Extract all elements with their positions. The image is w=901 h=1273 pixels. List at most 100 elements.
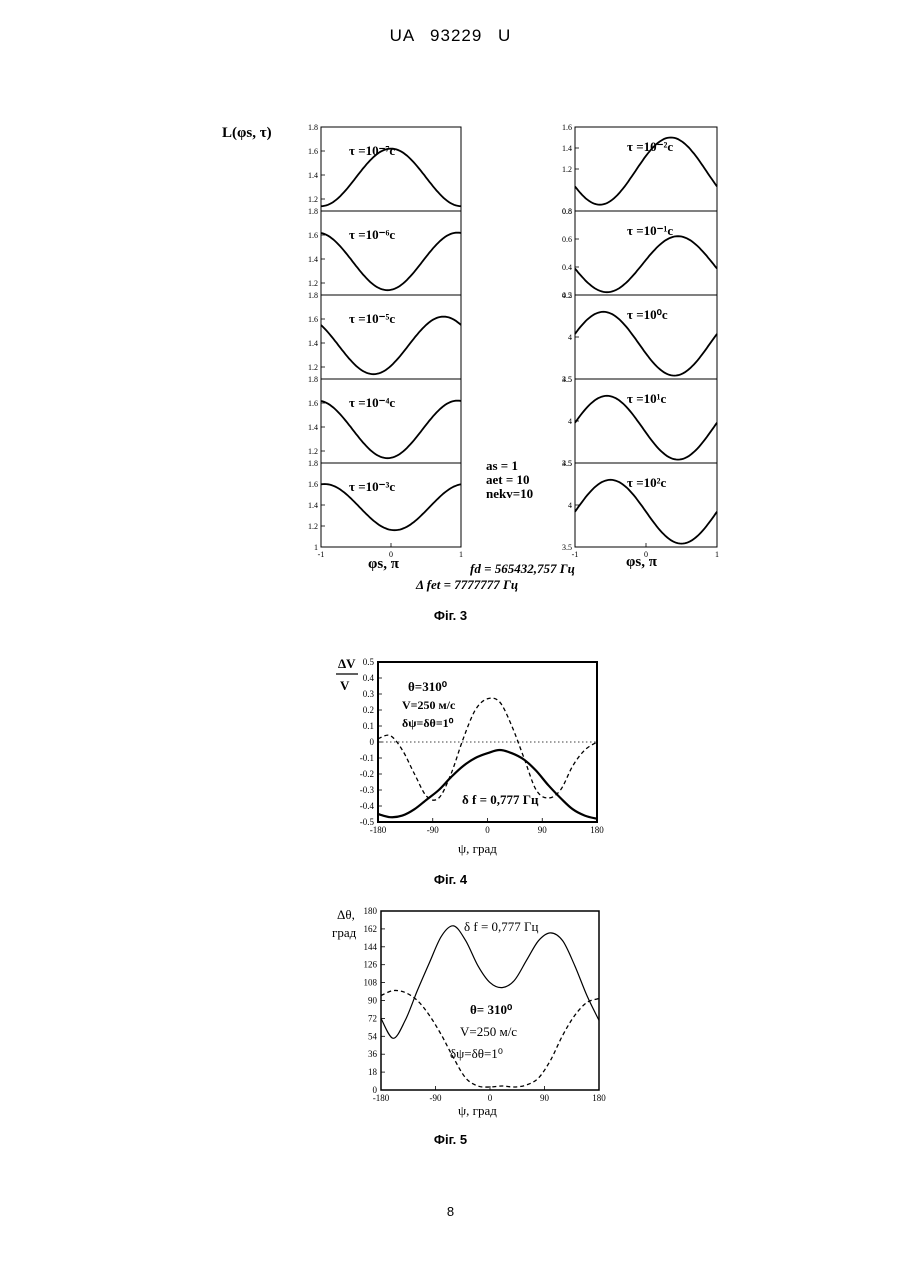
fig4-x-tick-label: 90 — [538, 825, 548, 835]
left-panel-tick-label: 1.8 — [308, 459, 318, 468]
fig4-y-ticks: 0.50.40.30.20.10-0.1-0.2-0.3-0.4-0.5 — [360, 657, 382, 827]
fig4-x-tick-label: 180 — [590, 825, 604, 835]
left-panel-frame — [321, 463, 461, 547]
fig5-y-tick-label: 126 — [364, 960, 378, 970]
fig5-y-tick-label: 54 — [368, 1031, 378, 1041]
fig5-y-tick-label: 162 — [364, 924, 378, 934]
fig5-x-tick-label: 180 — [592, 1093, 606, 1103]
right-panel-tick-label: 4 — [568, 333, 572, 342]
fig3-param-nekv: nekv=10 — [486, 486, 533, 501]
left-panel-tick-label: 1.4 — [308, 171, 318, 180]
fig5-y-tick-label: 36 — [368, 1049, 378, 1059]
fig5-annot-theta: θ= 310⁰ — [470, 1002, 513, 1017]
fig4-annot-dpsi: δψ=δθ=1⁰ — [402, 716, 454, 730]
fig3-y-label: L(φs, τ) — [222, 125, 272, 141]
fig5-x-label: ψ, град — [458, 1103, 497, 1118]
left-panel-tick-label: 1.6 — [308, 480, 318, 489]
fig5-y-tick-label: 144 — [364, 942, 378, 952]
fig5-y-tick-label: 72 — [368, 1013, 377, 1023]
left-panel-tick-label: 1.6 — [308, 147, 318, 156]
fig4-caption: Фіг. 4 — [0, 872, 901, 887]
fig3-left-stack: 1.81.61.41.2τ =10⁻⁷c1.81.61.41.2τ =10⁻⁶c… — [308, 123, 463, 559]
fig5-y-tick-label: 180 — [364, 906, 378, 916]
fig5-caption: Фіг. 5 — [0, 1132, 901, 1147]
fig5-y-ticks: 18016214412610890725436180 — [364, 906, 386, 1095]
fig4-annot-theta: θ=310⁰ — [408, 679, 448, 694]
fig5-x-tick-label: 0 — [488, 1093, 493, 1103]
right-panel-tick-label: 0.4 — [562, 263, 572, 272]
right-panel-tick-label: 1.4 — [562, 144, 572, 153]
fig5-plot-frame — [381, 911, 599, 1090]
right-panel-curve — [575, 236, 717, 292]
fig5-x-tick-label: -180 — [373, 1093, 390, 1103]
right-panel-tick-label: 4 — [568, 501, 572, 510]
right-panel-tick-label: 4.5 — [562, 291, 572, 300]
left-panel-tau-label: τ =10⁻⁴c — [349, 395, 395, 410]
fig5-x-tick-label: 90 — [540, 1093, 550, 1103]
left-panel-tick-label: 1.6 — [308, 315, 318, 324]
fig5-y-tick-label: 108 — [364, 978, 378, 988]
fig5-y-tick-label: 90 — [368, 996, 378, 1006]
fig5-series — [381, 926, 599, 1087]
right-panel-tau-label: τ =10¹c — [627, 391, 667, 406]
left-panel-tau-label: τ =10⁻⁶c — [349, 227, 395, 242]
right-panel-tick-label: 1.6 — [562, 123, 572, 132]
left-panel-tick-label: 1.8 — [308, 207, 318, 216]
fig4-x-ticks: -180-90090180 — [370, 818, 605, 835]
right-x-tick-label: -1 — [572, 550, 579, 559]
fig4-y-tick-label: -0.1 — [360, 753, 374, 763]
fig4-y-tick-label: -0.5 — [360, 817, 375, 827]
left-panel-tick-label: 1.2 — [308, 195, 318, 204]
left-panel-tau-label: τ =10⁻⁵c — [349, 311, 395, 326]
right-panel-tick-label: 0.6 — [562, 235, 572, 244]
left-panel-tau-label: τ =10⁻³c — [349, 479, 395, 494]
right-x-tick-label: 1 — [715, 550, 719, 559]
left-panel-tick-label: 1.2 — [308, 447, 318, 456]
fig4-x-tick-label: -180 — [370, 825, 387, 835]
fig5-series-solid — [381, 926, 599, 1038]
fig4-y-tick-label: 0.3 — [363, 689, 375, 699]
fig5-y-label-2: град — [332, 925, 357, 940]
fig4-x-tick-label: -90 — [427, 825, 439, 835]
fig5-annot-dpsi: δψ=δθ=1⁰ — [450, 1046, 503, 1061]
fig5-series-dashed — [381, 990, 599, 1087]
right-panel-tau-label: τ =10²c — [627, 475, 667, 490]
fig5-y-tick-label: 0 — [373, 1085, 378, 1095]
left-x-tick-label: -1 — [318, 550, 325, 559]
fig3-param-aet: aet = 10 — [486, 472, 530, 487]
right-panel-tau-label: τ =10⁻²c — [627, 139, 673, 154]
fig4-y-tick-label: 0.4 — [363, 673, 375, 683]
fig3-right-x-label: φs, π — [626, 554, 658, 570]
left-panel-tick-label: 1.2 — [308, 279, 318, 288]
left-panel-frame — [321, 211, 461, 295]
right-panel-tick-label: 3.5 — [562, 543, 572, 552]
fig3-caption: Фіг. 3 — [0, 608, 901, 623]
left-panel-frame — [321, 127, 461, 211]
right-panel-tick-label: 4.5 — [562, 375, 572, 384]
right-panel-tau-label: τ =10⁻¹c — [627, 223, 673, 238]
left-panel-tick-label: 1.6 — [308, 231, 318, 240]
left-panel-tick-label: 1.4 — [308, 255, 318, 264]
left-panel-tick-label: 1.4 — [308, 339, 318, 348]
fig5-x-tick-label: -90 — [430, 1093, 442, 1103]
left-x-tick-label: 1 — [459, 550, 463, 559]
fig4-y-tick-label: 0.5 — [363, 657, 375, 667]
fig4-x-label: ψ, град — [458, 841, 497, 856]
left-panel-tick-label: 1.2 — [308, 522, 318, 531]
fig3-left-x-label: φs, π — [368, 556, 400, 572]
figure-3: L(φs, τ) 1.81.61.41.2τ =10⁻⁷c1.81.61.41.… — [0, 0, 901, 620]
right-panel-tick-label: 0.8 — [562, 207, 572, 216]
left-panel-tick-label: 1.4 — [308, 423, 318, 432]
fig4-y-tick-label: -0.2 — [360, 769, 374, 779]
fig4-series-solid — [378, 750, 597, 819]
fig4-y-label-den: V — [340, 678, 350, 693]
fig5-annot-v: V=250 м/с — [460, 1024, 517, 1039]
left-panel-frame — [321, 379, 461, 463]
fig3-right-stack: 1.61.41.20.8τ =10⁻²c0.80.60.40.2τ =10⁻¹c… — [562, 123, 719, 559]
fig4-y-label-num: ΔV — [338, 656, 356, 671]
fig3-dfet-label: Δ fet = 7777777 Гц — [415, 577, 518, 592]
left-panel-tick-label: 1.4 — [308, 501, 318, 510]
left-panel-tick-label: 1.6 — [308, 399, 318, 408]
fig4-y-tick-label: -0.3 — [360, 785, 375, 795]
fig4-y-tick-label: 0.2 — [363, 705, 374, 715]
